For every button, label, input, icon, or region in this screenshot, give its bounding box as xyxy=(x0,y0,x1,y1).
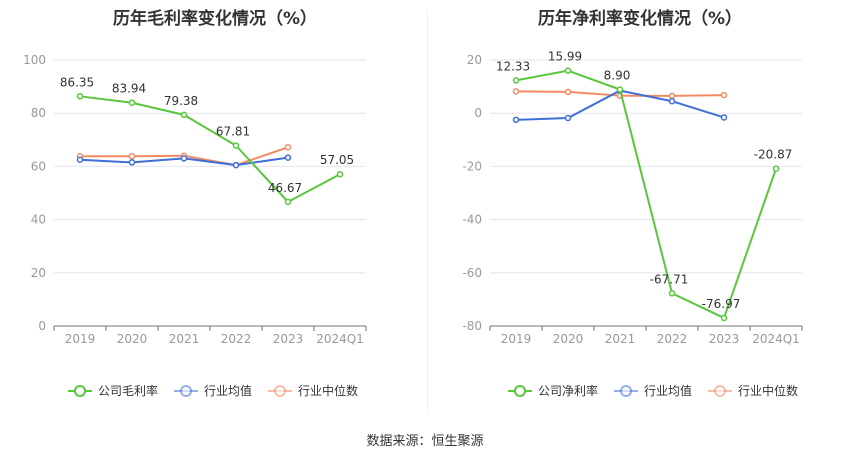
data-point xyxy=(76,156,84,163)
data-point xyxy=(76,93,84,100)
legend-marker xyxy=(620,385,632,397)
data-label: 46.67 xyxy=(268,181,302,195)
data-label: 12.33 xyxy=(496,59,530,73)
data-point xyxy=(720,114,728,121)
y-tick-label: 40 xyxy=(31,213,46,227)
data-point xyxy=(564,114,572,122)
data-source: 数据来源：恒生聚源 xyxy=(366,434,484,449)
data-point xyxy=(128,153,136,160)
gross-margin-chart: 0 20 40 60 80 100 2019 2020 2021 2022 2023 2024Q1 86… xyxy=(23,53,367,398)
legend-item: 行业中位数 xyxy=(708,383,798,398)
data-point xyxy=(512,116,520,124)
y-tick-label: 80 xyxy=(31,106,46,120)
data-point xyxy=(232,161,240,169)
legend-item: 公司净利率 xyxy=(508,383,598,398)
series-line xyxy=(515,69,777,320)
legend-label: 行业中位数 xyxy=(298,383,358,398)
y-tick-label: -40 xyxy=(462,213,482,227)
x-tick-label: 2020 xyxy=(117,332,148,346)
data-point xyxy=(512,88,520,95)
panel-divider xyxy=(427,10,428,410)
y-tick-label: 60 xyxy=(31,159,46,173)
data-label: 86.35 xyxy=(60,75,94,89)
legend-label: 行业中位数 xyxy=(738,383,798,398)
chart-title-gross-margin: 历年毛利率变化情况（%） xyxy=(112,9,318,29)
data-point xyxy=(668,290,676,297)
y-tick-label: 20 xyxy=(467,53,482,67)
legend-label: 公司毛利率 xyxy=(98,383,158,398)
data-label: 8.90 xyxy=(604,69,631,83)
data-label: -20.87 xyxy=(754,148,793,162)
x-tick-label: 2019 xyxy=(501,332,532,346)
data-point xyxy=(564,67,572,74)
legend-item: 行业均值 xyxy=(174,383,252,398)
data-point xyxy=(512,77,520,84)
data-point xyxy=(180,111,188,119)
data-point xyxy=(616,86,624,93)
y-tick-label: 100 xyxy=(23,53,46,67)
data-label: -76.97 xyxy=(702,297,741,311)
y-tick-label: -80 xyxy=(462,319,482,333)
y-tick-label: -20 xyxy=(462,159,482,173)
legend-item: 行业中位数 xyxy=(268,383,358,398)
y-tick-label: 0 xyxy=(38,319,46,333)
legend-marker xyxy=(514,385,526,397)
data-point xyxy=(128,159,136,166)
data-point xyxy=(668,92,676,100)
data-point xyxy=(564,88,572,96)
legend-marker xyxy=(180,385,192,397)
x-tick-label: 2023 xyxy=(709,332,740,346)
x-tick-label: 2020 xyxy=(553,332,584,346)
x-tick-label: 2024Q1 xyxy=(752,332,800,346)
legend-label: 行业均值 xyxy=(204,383,252,398)
y-tick-label: 0 xyxy=(474,106,482,120)
data-point xyxy=(232,142,240,149)
data-label: 67.81 xyxy=(216,125,250,139)
data-point xyxy=(720,91,728,99)
legend-label: 公司净利率 xyxy=(538,383,598,398)
x-tick-label: 2024Q1 xyxy=(316,332,364,346)
chart-title-net-margin: 历年净利率变化情况（%） xyxy=(537,9,743,29)
data-label: 79.38 xyxy=(164,94,198,108)
legend-label: 行业均值 xyxy=(644,383,692,398)
series-line xyxy=(79,95,341,204)
data-point xyxy=(128,99,136,106)
data-label: -67.71 xyxy=(650,272,689,286)
data-label: 57.05 xyxy=(320,153,354,167)
data-label: 83.94 xyxy=(112,82,146,96)
legend-item: 行业均值 xyxy=(614,383,692,398)
data-label: 15.99 xyxy=(548,50,582,64)
data-point xyxy=(668,97,676,105)
data-point xyxy=(180,155,188,162)
data-point xyxy=(720,314,728,322)
data-point xyxy=(336,170,344,178)
net-margin-chart: -80 -60 -40 -20 0 20 2019 2020 2021 2022 2023 2024Q… xyxy=(462,50,803,398)
legend-marker xyxy=(714,385,726,397)
data-point xyxy=(284,154,292,161)
y-tick-label: 20 xyxy=(31,266,46,280)
data-point xyxy=(284,198,292,206)
legend-marker xyxy=(274,385,286,397)
x-tick-label: 2019 xyxy=(65,332,96,346)
x-tick-label: 2022 xyxy=(221,332,252,346)
x-tick-label: 2021 xyxy=(605,332,636,346)
x-tick-label: 2021 xyxy=(169,332,200,346)
x-tick-label: 2023 xyxy=(273,332,304,346)
legend-item: 公司毛利率 xyxy=(68,383,158,398)
y-tick-label: -60 xyxy=(462,266,482,280)
data-point xyxy=(284,143,292,151)
data-point xyxy=(772,165,780,172)
legend-marker xyxy=(74,385,86,397)
x-tick-label: 2022 xyxy=(657,332,688,346)
